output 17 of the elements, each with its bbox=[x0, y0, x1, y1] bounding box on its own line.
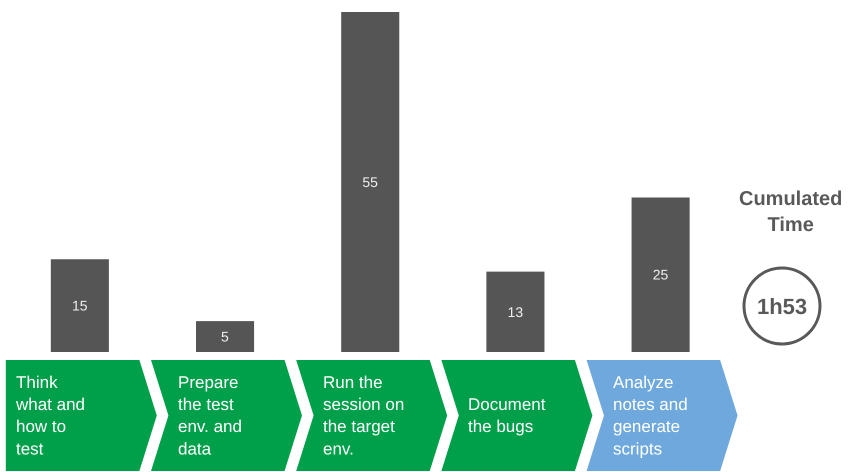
bar bbox=[341, 12, 400, 352]
text: 1h53 bbox=[757, 294, 808, 319]
x-tick-label: Prepare the test env. and data bbox=[178, 373, 242, 458]
x-tick-label: Document the bugs bbox=[468, 395, 546, 436]
bar bbox=[196, 321, 254, 352]
bar bbox=[632, 197, 690, 352]
data-label: 15 bbox=[72, 298, 88, 314]
data-label: 25 bbox=[652, 266, 668, 283]
data-label: 13 bbox=[508, 304, 524, 320]
x-tick-label: Think what and how to test bbox=[15, 373, 85, 458]
data-label: 55 bbox=[362, 174, 378, 190]
x-tick-label: Analyze notes and generate scripts bbox=[613, 373, 688, 458]
data-label: 5 bbox=[221, 328, 230, 345]
x-tick-label: Run the session on the target env. bbox=[323, 373, 404, 458]
bar bbox=[486, 272, 544, 352]
text: Cumulated Time bbox=[739, 188, 842, 236]
bar bbox=[50, 259, 109, 352]
